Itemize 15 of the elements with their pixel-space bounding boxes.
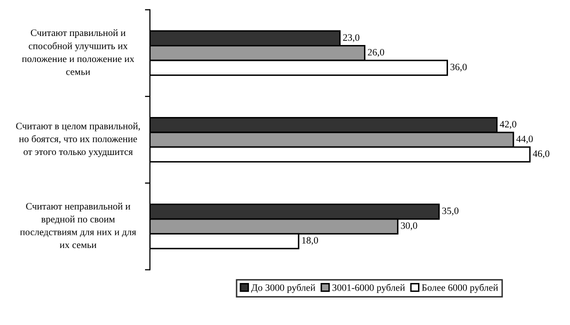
data-label: 26,0 [368, 48, 384, 57]
data-label: 46,0 [532, 150, 550, 158]
y-tick-label: Считают правильной и способной улучшить их положение и положение их семьи [22, 29, 134, 75]
y-tick-label: Считают в целом правильной, но боятся, что их положение от этого только ухудшится [16, 122, 140, 158]
data-label: 42,0 [500, 120, 516, 129]
y-tick-label: Считают неправильной и вредной по своим последствиям для них и для их семьи [20, 202, 136, 248]
data-label: 18,0 [302, 237, 318, 245]
legend-label: Более 6000 рублей [422, 284, 498, 293]
data-label: 30,0 [400, 222, 418, 230]
data-label: 35,0 [442, 208, 458, 216]
data-label: 44,0 [516, 136, 533, 144]
legend-label: До 3000 рублей [251, 284, 316, 293]
legend-label: 3001-6000 рублей [332, 284, 405, 293]
data-label: 23,0 [343, 34, 360, 42]
data-label: 36,0 [450, 64, 467, 72]
